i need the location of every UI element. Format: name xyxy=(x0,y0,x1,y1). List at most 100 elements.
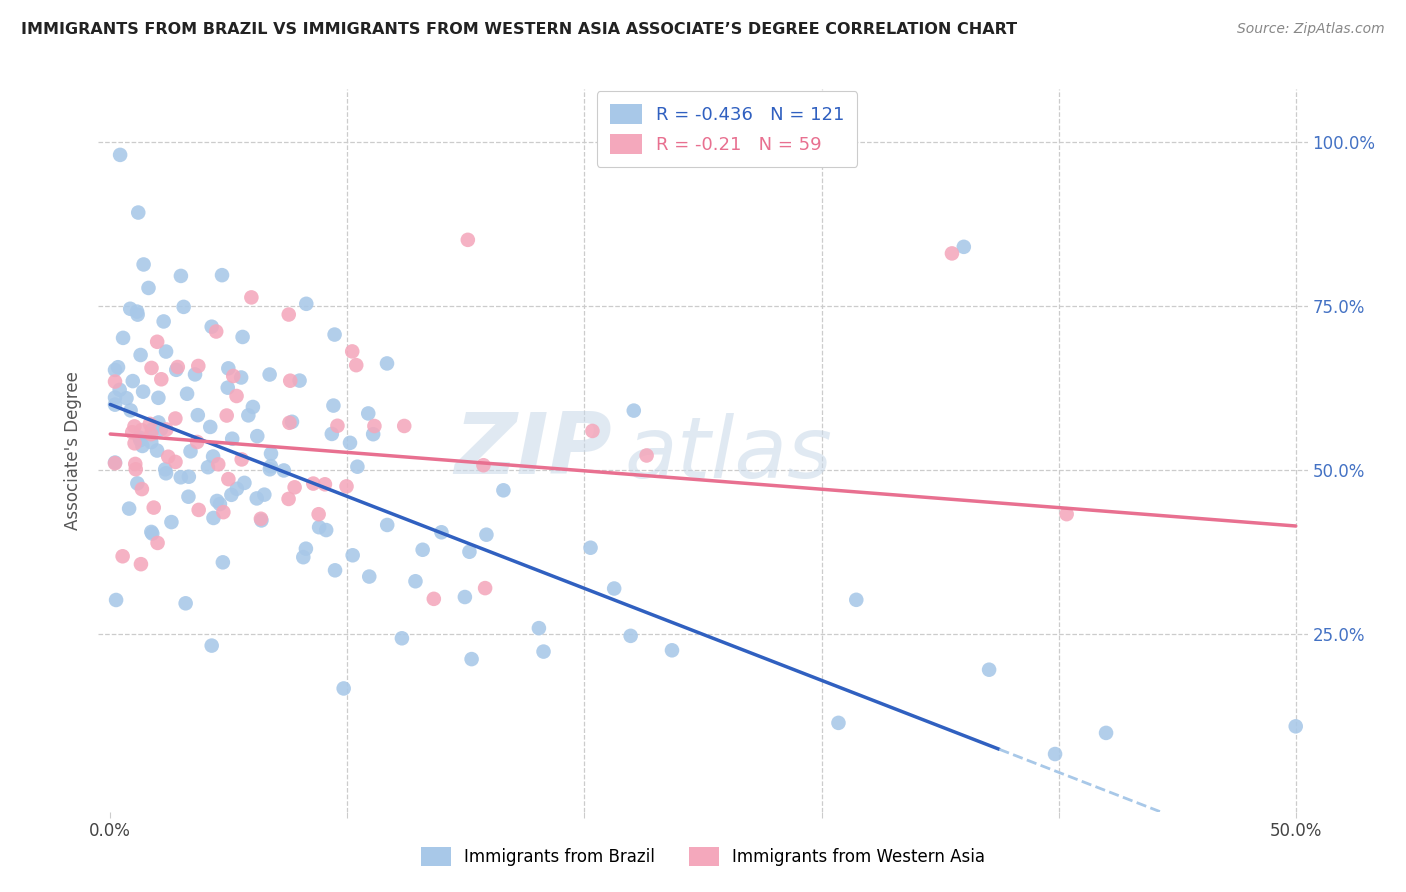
Point xyxy=(335,479,357,493)
Point xyxy=(160,515,183,529)
Point xyxy=(186,435,208,450)
Point xyxy=(242,400,264,414)
Point xyxy=(342,549,364,563)
Point xyxy=(458,545,481,559)
Point xyxy=(472,458,495,473)
Point xyxy=(166,359,188,374)
Point xyxy=(1043,747,1066,761)
Point xyxy=(581,424,603,438)
Point xyxy=(460,652,482,666)
Point xyxy=(141,435,163,450)
Point xyxy=(141,524,163,539)
Point xyxy=(139,427,162,442)
Point xyxy=(165,455,187,469)
Text: ZIP: ZIP xyxy=(454,409,613,492)
Point xyxy=(623,403,645,417)
Point xyxy=(107,360,129,375)
Point xyxy=(131,423,153,437)
Point xyxy=(323,563,346,577)
Point xyxy=(579,541,602,555)
Point xyxy=(457,233,479,247)
Point xyxy=(157,450,180,464)
Point xyxy=(533,644,555,658)
Point xyxy=(207,457,229,471)
Point xyxy=(454,590,477,604)
Point xyxy=(363,419,385,434)
Point xyxy=(104,363,127,377)
Point xyxy=(217,472,239,486)
Point xyxy=(173,300,195,314)
Point xyxy=(1095,726,1118,740)
Point xyxy=(308,507,330,521)
Point xyxy=(231,370,253,384)
Point xyxy=(118,501,141,516)
Point xyxy=(165,363,187,377)
Point xyxy=(104,398,127,412)
Point xyxy=(620,629,643,643)
Point xyxy=(155,422,177,436)
Point xyxy=(339,435,361,450)
Point xyxy=(108,148,131,162)
Point xyxy=(326,418,349,433)
Point xyxy=(132,384,155,399)
Point xyxy=(170,268,193,283)
Point xyxy=(281,415,304,429)
Point xyxy=(308,520,330,534)
Point xyxy=(131,482,153,496)
Point xyxy=(278,374,301,388)
Point xyxy=(146,334,169,349)
Point xyxy=(148,391,170,405)
Point xyxy=(277,491,299,506)
Point xyxy=(142,500,165,515)
Point xyxy=(127,308,149,322)
Point xyxy=(155,467,177,481)
Point xyxy=(146,536,169,550)
Point xyxy=(941,246,963,260)
Point xyxy=(201,319,224,334)
Point xyxy=(120,301,142,316)
Legend: Immigrants from Brazil, Immigrants from Western Asia: Immigrants from Brazil, Immigrants from … xyxy=(415,840,991,873)
Point xyxy=(412,542,434,557)
Point xyxy=(474,581,496,595)
Point xyxy=(104,391,127,405)
Point xyxy=(121,374,143,388)
Point xyxy=(197,460,219,475)
Point xyxy=(146,443,169,458)
Point xyxy=(314,477,336,491)
Point xyxy=(187,359,209,373)
Point xyxy=(260,459,283,474)
Point xyxy=(152,314,174,328)
Point xyxy=(222,369,245,384)
Point xyxy=(492,483,515,498)
Point xyxy=(141,360,163,375)
Point xyxy=(115,391,138,405)
Point xyxy=(302,476,325,491)
Point xyxy=(129,348,152,362)
Point xyxy=(127,476,149,491)
Point xyxy=(246,429,269,443)
Point xyxy=(211,268,233,282)
Point xyxy=(155,344,177,359)
Point xyxy=(259,462,281,476)
Point xyxy=(129,557,152,571)
Point xyxy=(240,290,263,304)
Point xyxy=(105,593,128,607)
Point xyxy=(1285,719,1308,733)
Point xyxy=(253,488,276,502)
Point xyxy=(292,550,315,565)
Point xyxy=(430,525,453,540)
Point xyxy=(215,409,238,423)
Point xyxy=(636,449,658,463)
Point xyxy=(125,462,148,476)
Point xyxy=(225,482,247,496)
Point xyxy=(184,368,207,382)
Point xyxy=(104,456,127,470)
Point xyxy=(391,632,413,646)
Point xyxy=(205,325,228,339)
Point xyxy=(212,505,235,519)
Point xyxy=(527,621,550,635)
Point xyxy=(112,331,135,345)
Point xyxy=(187,503,209,517)
Point xyxy=(321,426,343,441)
Point xyxy=(344,358,367,372)
